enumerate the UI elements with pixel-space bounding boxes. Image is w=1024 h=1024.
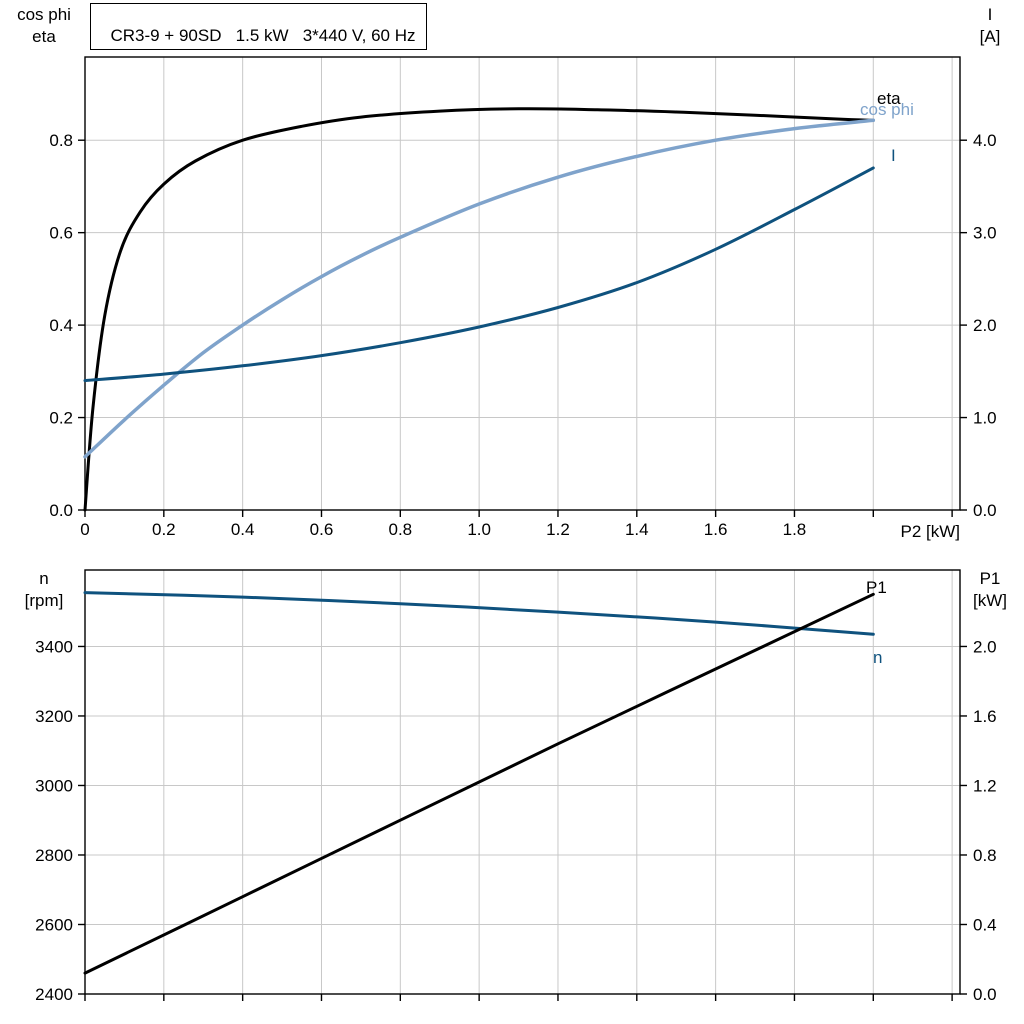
- curve-eta: [83, 107, 875, 512]
- bottom-left-axis-label: n [rpm]: [8, 568, 80, 612]
- y-right-tick-label: 2.0: [973, 637, 997, 656]
- x-tick-label: 1.8: [783, 520, 807, 539]
- y-right-tick-label: 1.6: [973, 707, 997, 726]
- p1-axis-label-line1: P1: [979, 569, 1001, 588]
- y-left-axis-label-line1: cos phi: [17, 5, 71, 24]
- x-tick-label: 0.4: [231, 520, 255, 539]
- n-curve-label: n: [873, 648, 883, 667]
- y-left-tick-label: 0.4: [49, 316, 73, 335]
- p1-curve-label: P1: [866, 578, 887, 597]
- y-left-tick-label: 0.0: [49, 501, 73, 520]
- top-left-axis-label: cos phi eta: [8, 4, 80, 48]
- eta-curve-label: eta: [877, 89, 901, 108]
- y-right-tick-label: 2.0: [973, 316, 997, 335]
- x-tick-label: 1.4: [625, 520, 649, 539]
- y-right-axis-label-line1: I: [987, 5, 993, 24]
- top-chart-plot: 0 0.2 0.4 0.6 0.8 1.0 1.2 1.4 1.6 1.8 0.0 0.2 0.4 0.6…: [49, 56, 997, 539]
- y-right-tick-label: 0.4: [973, 915, 997, 934]
- curve-speed: [83, 591, 875, 636]
- y-left-tick-label: 2600: [35, 915, 73, 934]
- n-axis-label-line1: n: [39, 569, 49, 588]
- y-left-tick-label: 3200: [35, 707, 73, 726]
- y-left-tick-label: 0.8: [49, 131, 73, 150]
- chart-title: CR3-9 + 90SD 1.5 kW 3*440 V, 60 Hz: [110, 26, 416, 45]
- y-right-tick-label: 0.8: [973, 846, 997, 865]
- cos-phi-curve-label: cos phi: [860, 100, 914, 119]
- curve-cos-phi: [83, 118, 876, 459]
- y-right-tick-label: 1.0: [973, 409, 997, 428]
- y-left-tick-label: 2400: [35, 985, 73, 1004]
- x-tick-label: 1.2: [546, 520, 570, 539]
- x-tick-label: 1.6: [704, 520, 728, 539]
- x-axis-label: P2 [kW]: [900, 522, 960, 541]
- x-tick-label: 0.6: [310, 520, 334, 539]
- x-tick-label: 0.8: [388, 520, 412, 539]
- y-left-tick-label: 3400: [35, 637, 73, 656]
- y-left-tick-label: 3000: [35, 776, 73, 795]
- p1-axis-label-line2: [kW]: [973, 591, 1007, 610]
- chart-title-box: CR3-9 + 90SD 1.5 kW 3*440 V, 60 Hz: [90, 3, 427, 50]
- y-right-tick-label: 1.2: [973, 776, 997, 795]
- x-tick-label: 1.0: [467, 520, 491, 539]
- current-curve-label: I: [891, 146, 896, 165]
- y-right-tick-label: 0.0: [973, 985, 997, 1004]
- x-tick-label: 0: [80, 520, 89, 539]
- y-left-axis-label-line2: eta: [32, 27, 56, 46]
- y-right-tick-label: 4.0: [973, 131, 997, 150]
- plot-frame: [84, 569, 961, 995]
- y-right-tick-label: 0.0: [973, 501, 997, 520]
- y-left-tick-label: 2800: [35, 846, 73, 865]
- curve-p1: [83, 592, 875, 975]
- y-left-tick-label: 0.6: [49, 224, 73, 243]
- n-axis-label-line2: [rpm]: [24, 591, 64, 610]
- x-tick-label: 0.2: [152, 520, 176, 539]
- curve-current: [83, 166, 875, 383]
- bottom-chart-plot: 2400 2600 2800 3000 3200 3400 0.0 0.4 0.8 1.2 1.6 2…: [35, 569, 997, 1004]
- bottom-right-axis-label: P1 [kW]: [962, 568, 1018, 612]
- y-left-tick-label: 0.2: [49, 409, 73, 428]
- y-right-axis-label-line2: [A]: [979, 27, 1001, 46]
- plot-frame: [84, 56, 961, 511]
- y-right-tick-label: 3.0: [973, 224, 997, 243]
- top-right-axis-label: I [A]: [962, 4, 1018, 48]
